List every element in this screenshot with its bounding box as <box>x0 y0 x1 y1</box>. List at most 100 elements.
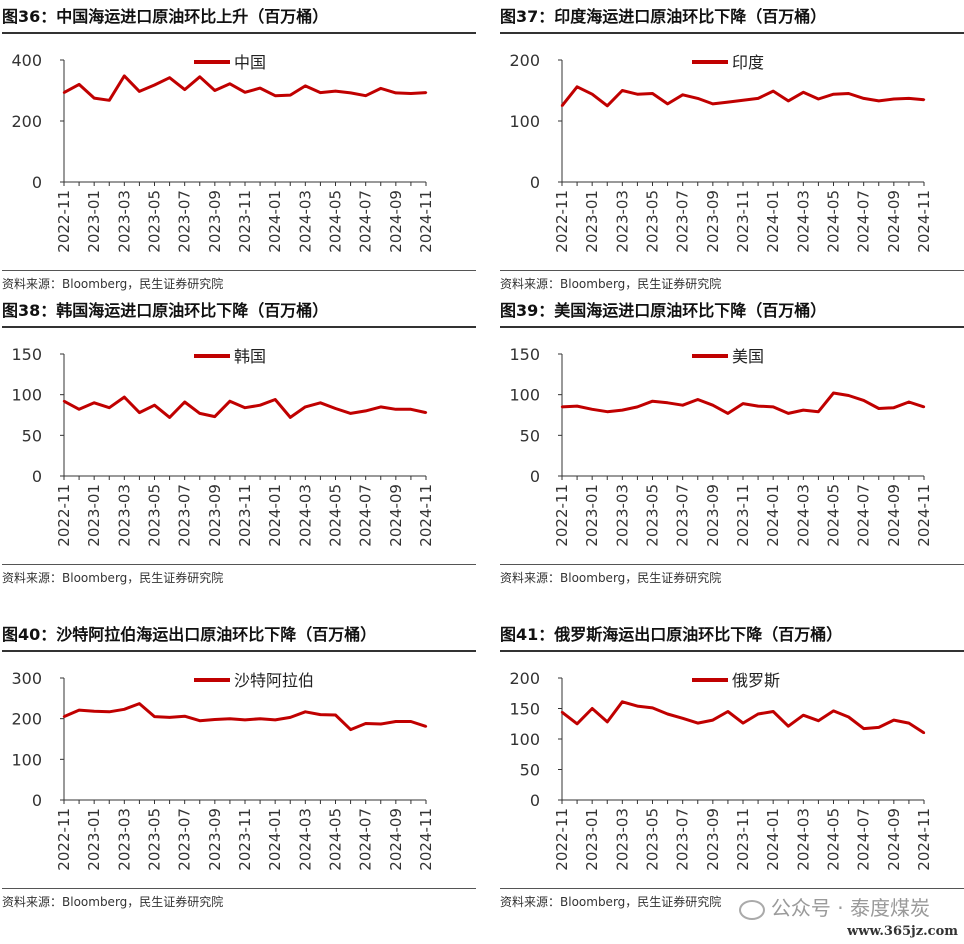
data-point <box>92 710 96 713</box>
data-point <box>243 718 247 722</box>
y-tick-label: 300 <box>11 669 42 688</box>
x-tick-label: 2023-09 <box>704 484 722 547</box>
data-point <box>258 86 262 90</box>
y-tick-label: 150 <box>509 700 540 719</box>
x-tick-label: 2023-01 <box>583 190 601 253</box>
data-point <box>726 710 730 713</box>
line-chart-usa: 0 50 100 150 2022-11 2023-01 2023-03 2023-05 202… <box>509 345 933 547</box>
y-tick-label: 0 <box>32 791 42 810</box>
y-tick-label: 200 <box>11 112 42 131</box>
source-note: 资料来源：Bloomberg，民生证券研究院 <box>500 895 722 909</box>
source-note: 资料来源：Bloomberg，民生证券研究院 <box>2 571 224 585</box>
data-point <box>771 710 775 713</box>
x-tick-label: 2024-01 <box>764 190 782 253</box>
data-point <box>651 92 654 95</box>
data-point <box>590 92 594 96</box>
data-point <box>394 408 398 411</box>
chart-title: 图41：俄罗斯海运出口原油环比下降（百万桶） <box>500 625 843 644</box>
x-tick-label: 2023-01 <box>85 190 103 253</box>
x-tick-label: 2024-11 <box>915 808 933 871</box>
data-point <box>334 407 337 410</box>
chart-title: 图36：中国海运进口原油环比上升（百万桶） <box>2 7 329 26</box>
x-tick-label: 2024-09 <box>387 190 405 253</box>
data-point <box>62 715 66 718</box>
data-point <box>213 89 217 92</box>
data-point <box>168 416 171 419</box>
x-tick-label: 2024-07 <box>855 484 873 547</box>
x-tick-label: 2023-05 <box>146 808 164 871</box>
source-note: 资料来源：Bloomberg，民生证券研究院 <box>500 571 722 585</box>
chart-title: 图38：韩国海运进口原油环比下降（百万桶） <box>2 301 329 320</box>
x-tick-label: 2023-07 <box>674 190 692 253</box>
data-point <box>304 405 307 409</box>
chart-panel-korea: 图38：韩国海运进口原油环比下降（百万桶） 0 50 100 150 2022-11 20… <box>2 298 476 586</box>
data-point <box>394 91 398 95</box>
x-tick-label: 2023-03 <box>115 484 133 547</box>
y-tick-label: 100 <box>509 386 540 405</box>
data-point <box>243 406 247 409</box>
y-tick-label: 0 <box>530 467 540 486</box>
data-point <box>349 728 352 731</box>
x-tick-label: 2023-09 <box>704 190 722 253</box>
data-point <box>108 710 111 713</box>
data-point <box>108 99 111 102</box>
x-tick-label: 2022-11 <box>553 484 571 547</box>
x-tick-label: 2024-09 <box>885 484 903 547</box>
x-tick-label: 2024-01 <box>266 190 284 253</box>
data-point <box>832 709 835 713</box>
x-tick-label: 2024-03 <box>794 484 812 547</box>
data-point <box>711 404 715 407</box>
series-line <box>63 74 427 102</box>
title-rule <box>500 650 964 652</box>
data-point <box>424 725 428 728</box>
legend-label: 沙特阿拉伯 <box>234 671 314 690</box>
data-point <box>424 91 428 94</box>
data-point <box>862 399 865 402</box>
x-tick-label: 2024-03 <box>794 190 812 253</box>
data-point <box>319 91 322 94</box>
x-tick-label: 2024-09 <box>387 484 405 547</box>
x-tick-label: 2023-01 <box>583 484 601 547</box>
data-point <box>741 402 745 405</box>
data-point <box>636 405 639 409</box>
y-tick-label: 200 <box>11 710 42 729</box>
data-point <box>183 715 186 718</box>
data-point <box>892 97 896 101</box>
data-point <box>319 401 322 404</box>
x-tick-label: 2023-01 <box>583 808 601 871</box>
data-point <box>606 720 609 724</box>
data-point <box>681 404 684 407</box>
y-tick-label: 50 <box>520 426 540 445</box>
legend-label: 俄罗斯 <box>732 671 780 690</box>
data-point <box>289 93 292 97</box>
y-tick-label: 150 <box>11 345 42 364</box>
data-point <box>756 712 760 716</box>
data-point <box>364 94 367 97</box>
data-point <box>153 83 156 87</box>
data-point <box>228 82 232 85</box>
data-point <box>756 97 760 100</box>
data-point <box>907 97 911 100</box>
data-point <box>92 401 96 404</box>
data-point <box>907 721 911 725</box>
data-point <box>862 727 865 730</box>
line-chart-saudi: 0 100 200 300 2022-11 2023-01 2023-03 2023-05 20… <box>11 669 435 871</box>
title-rule <box>500 32 964 34</box>
data-point <box>621 89 624 92</box>
x-tick-label: 2023-07 <box>674 808 692 871</box>
x-tick-label: 2023-05 <box>146 190 164 253</box>
data-point <box>922 731 926 735</box>
x-tick-label: 2023-11 <box>236 808 254 871</box>
data-point <box>575 404 579 408</box>
x-tick-label: 2023-05 <box>644 484 662 547</box>
data-point <box>304 710 307 713</box>
x-tick-label: 2023-07 <box>176 484 194 547</box>
legend-label: 中国 <box>234 53 266 72</box>
legend-label: 印度 <box>732 53 764 72</box>
x-tick-label: 2024-07 <box>357 808 375 871</box>
data-point <box>862 97 865 100</box>
data-point <box>349 91 352 95</box>
x-tick-label: 2024-05 <box>327 484 345 547</box>
x-tick-label: 2023-01 <box>85 484 103 547</box>
data-point <box>349 412 352 415</box>
